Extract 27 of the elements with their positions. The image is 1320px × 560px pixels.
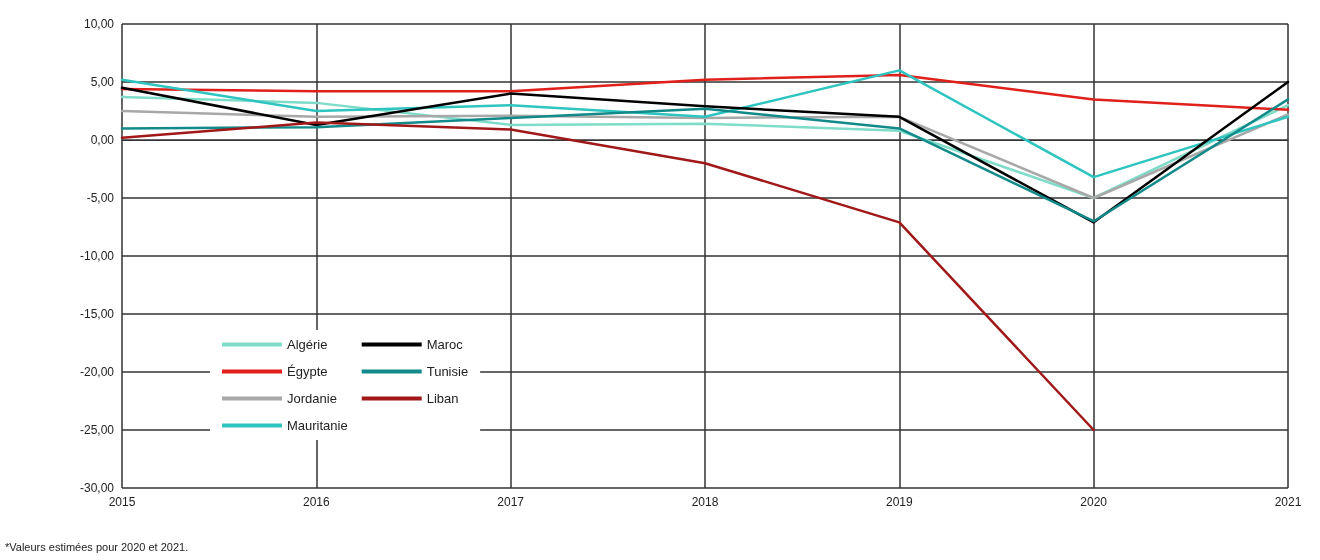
y-tick-label: -20,00 bbox=[79, 365, 115, 379]
line-series bbox=[120, 121, 1095, 432]
legend-label: Algérie bbox=[287, 337, 328, 352]
y-tick-label: -25,00 bbox=[79, 423, 115, 437]
y-tick-label: -15,00 bbox=[79, 307, 115, 321]
legend-label: Jordanie bbox=[287, 391, 337, 406]
x-tick-label: 2021 bbox=[1274, 495, 1302, 509]
x-tick-label: 2015 bbox=[108, 495, 136, 509]
x-tick-label: 2018 bbox=[691, 495, 719, 509]
legend-label: Égypte bbox=[287, 364, 328, 379]
line-series bbox=[120, 69, 1290, 179]
legend-label: Tunisie bbox=[426, 364, 469, 379]
text: *Valeurs estimées pour 2020 et 2021. bbox=[5, 540, 189, 553]
y-tick-label: -10,00 bbox=[79, 249, 115, 263]
x-tick-label: 2016 bbox=[302, 495, 330, 509]
x-tick-label: 2017 bbox=[497, 495, 525, 509]
y-tick-label: -5,00 bbox=[86, 191, 115, 205]
x-tick-label: 2019 bbox=[885, 495, 913, 509]
legend-label: Mauritanie bbox=[287, 418, 348, 433]
y-tick-label: 5,00 bbox=[90, 75, 115, 89]
line-series bbox=[120, 73, 1290, 112]
legend-label: Maroc bbox=[426, 337, 464, 352]
y-tick-label: 10,00 bbox=[83, 17, 115, 31]
x-tick-label: 2020 bbox=[1080, 495, 1108, 509]
y-tick-label: -30,00 bbox=[79, 481, 115, 495]
y-tick-label: 0,00 bbox=[90, 133, 115, 147]
legend-label: Liban bbox=[426, 391, 459, 406]
